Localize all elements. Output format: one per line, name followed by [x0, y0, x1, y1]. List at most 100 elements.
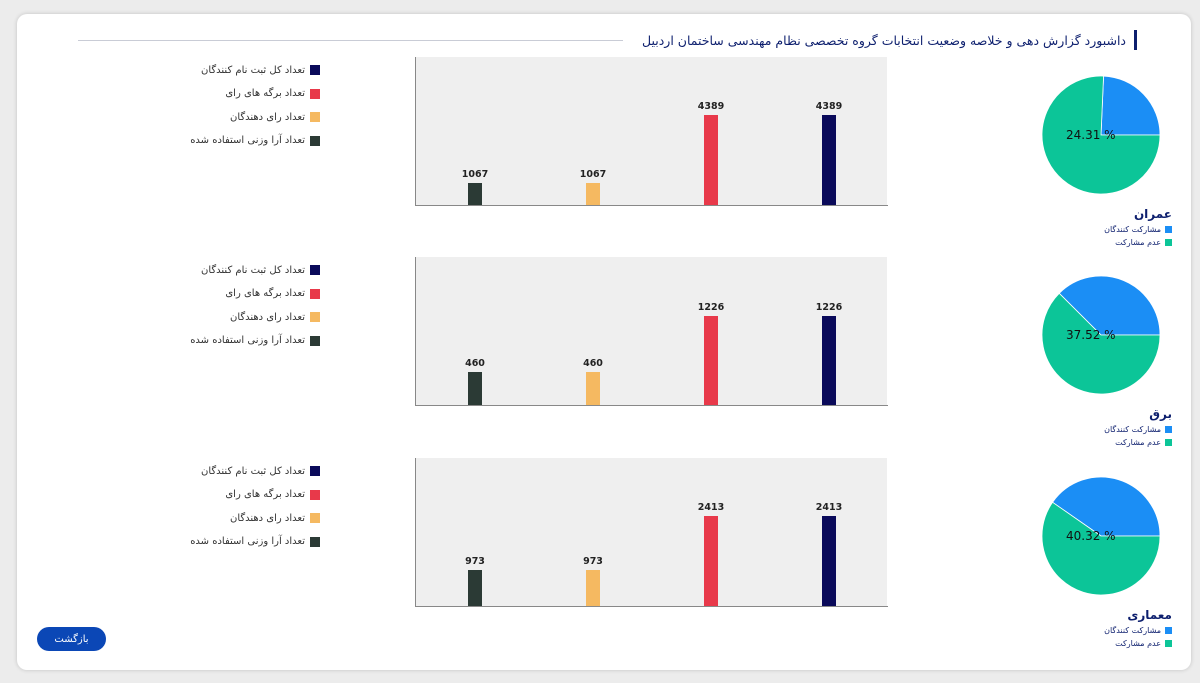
pie-slice-non-participants: [1041, 292, 1161, 395]
bar-value-label: 973: [465, 556, 485, 567]
bar-chart-plot-area: [415, 257, 887, 405]
legend-item-weighted: تعداد آرا وزنی استفاده شده: [80, 134, 320, 148]
bar-value-label: 460: [583, 358, 603, 369]
bar-chart-y-axis: [415, 458, 416, 606]
bar-weighted: [468, 183, 482, 205]
pie-legend-label: عدم مشارکت: [1115, 438, 1161, 447]
pie-percentage-label: 40.32 %: [1066, 529, 1116, 543]
pie-legend-item-participants: مشارکت کنندگان: [1104, 223, 1172, 236]
pie-legend-item-participants: مشارکت کنندگان: [1104, 624, 1172, 637]
pie-svg: [1041, 75, 1161, 195]
pie-legend-label: عدم مشارکت: [1115, 238, 1161, 247]
bar-value-label: 2413: [697, 502, 725, 513]
legend-label: تعداد برگه های رای: [225, 489, 305, 500]
bar-voters: [586, 570, 600, 606]
bar-chart-x-axis: [415, 205, 888, 206]
bar-chart-plot-area: [415, 57, 887, 205]
bar-value-label: 1067: [461, 169, 489, 180]
legend-swatch: [310, 489, 320, 500]
legend-label: تعداد آرا وزنی استفاده شده: [190, 335, 305, 346]
pie-legend: مشارکت کنندگان عدم مشارکت: [1104, 624, 1172, 650]
bar-value-label: 460: [465, 358, 485, 369]
legend-item-registered: تعداد کل ثبت نام کنندگان: [80, 263, 320, 277]
pie-percentage-label: 24.31 %: [1066, 128, 1116, 142]
pie-legend-swatch: [1165, 239, 1172, 246]
legend-item-voters: تعداد رای دهندگان: [80, 511, 320, 525]
legend-swatch: [310, 466, 320, 476]
legend-swatch: [310, 135, 320, 146]
legend-swatch: [310, 112, 320, 122]
bar-chart-x-axis: [415, 405, 888, 406]
pie-legend-swatch: [1165, 640, 1172, 647]
legend-swatch: [310, 536, 320, 547]
pie-slice-participants: [1100, 75, 1161, 136]
pie-legend-label: مشارکت کنندگان: [1104, 626, 1161, 635]
bar-legend: تعداد کل ثبت نام کنندگان تعداد برگه های ر…: [80, 63, 320, 157]
bar-ballots: [704, 316, 718, 405]
pie-svg: [1041, 476, 1161, 596]
bar-legend: تعداد کل ثبت نام کنندگان تعداد برگه های ر…: [80, 263, 320, 357]
legend-item-registered: تعداد کل ثبت نام کنندگان: [80, 464, 320, 478]
bar-ballots: [704, 115, 718, 205]
legend-label: تعداد آرا وزنی استفاده شده: [190, 536, 305, 547]
bar-voters: [586, 183, 600, 205]
pie-legend-swatch: [1165, 627, 1172, 634]
legend-swatch: [310, 288, 320, 299]
pie-legend-swatch: [1165, 426, 1172, 433]
pie-legend: مشارکت کنندگان عدم مشارکت: [1104, 423, 1172, 449]
page-title: داشبورد گزارش دهی و خلاصه وضعیت انتخابات…: [642, 30, 1137, 50]
pie-slice-participants: [1058, 275, 1161, 336]
title-divider: [78, 40, 623, 41]
bar-chart-x-axis: [415, 606, 888, 607]
legend-swatch: [310, 513, 320, 523]
pie-percentage-label: 37.52 %: [1066, 328, 1116, 342]
legend-item-ballots: تعداد برگه های رای: [80, 287, 320, 301]
pie-slice-participants: [1052, 476, 1161, 537]
pie-legend-label: عدم مشارکت: [1115, 639, 1161, 648]
pie-legend-item-non_participants: عدم مشارکت: [1104, 236, 1172, 249]
bar-value-label: 1226: [697, 302, 725, 313]
bar-ballots: [704, 516, 718, 606]
legend-item-weighted: تعداد آرا وزنی استفاده شده: [80, 535, 320, 549]
pie-legend-swatch: [1165, 226, 1172, 233]
legend-swatch: [310, 265, 320, 275]
pie-chart: [1040, 74, 1162, 200]
bar-registered: [822, 316, 836, 405]
pie-legend-item-non_participants: عدم مشارکت: [1104, 637, 1172, 650]
bar-weighted: [468, 372, 482, 405]
bar-registered: [822, 115, 836, 205]
pie-legend-item-participants: مشارکت کنندگان: [1104, 423, 1172, 436]
pie-legend-label: مشارکت کنندگان: [1104, 425, 1161, 434]
group-title: برق: [1149, 407, 1172, 421]
bar-value-label: 2413: [815, 502, 843, 513]
bar-value-label: 4389: [697, 101, 725, 112]
legend-label: تعداد رای دهندگان: [229, 111, 305, 123]
group-title: عمران: [1133, 207, 1172, 221]
legend-item-weighted: تعداد آرا وزنی استفاده شده: [80, 334, 320, 348]
legend-swatch: [310, 88, 320, 99]
legend-label: تعداد رای دهندگان: [229, 311, 305, 323]
page-title-text: داشبورد گزارش دهی و خلاصه وضعیت انتخابات…: [642, 32, 1126, 48]
legend-swatch: [310, 65, 320, 75]
legend-item-ballots: تعداد برگه های رای: [80, 87, 320, 101]
pie-slice-non-participants: [1041, 501, 1161, 596]
bar-value-label: 1226: [815, 302, 843, 313]
pie-legend-swatch: [1165, 439, 1172, 446]
pie-slice-non-participants: [1041, 75, 1161, 195]
back-button[interactable]: بازگشت: [37, 627, 106, 651]
bar-chart-y-axis: [415, 257, 416, 405]
legend-label: تعداد برگه های رای: [225, 88, 305, 99]
legend-label: تعداد برگه های رای: [225, 288, 305, 299]
bar-value-label: 1067: [579, 169, 607, 180]
bar-chart-plot-area: [415, 458, 887, 606]
bar-value-label: 973: [583, 556, 603, 567]
pie-chart: [1040, 274, 1162, 400]
bar-value-label: 4389: [815, 101, 843, 112]
bar-voters: [586, 372, 600, 405]
legend-label: تعداد کل ثبت نام کنندگان: [201, 465, 305, 477]
bar-registered: [822, 516, 836, 606]
legend-swatch: [310, 312, 320, 322]
pie-chart: [1040, 475, 1162, 601]
legend-item-voters: تعداد رای دهندگان: [80, 310, 320, 324]
bar-legend: تعداد کل ثبت نام کنندگان تعداد برگه های ر…: [80, 464, 320, 558]
